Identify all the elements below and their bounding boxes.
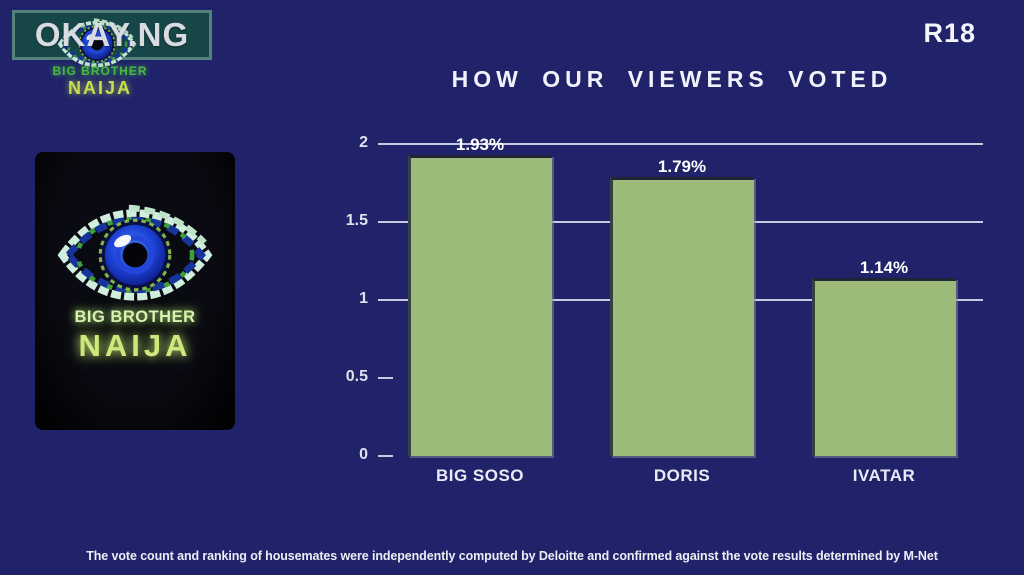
big-brother-naija-logo-card: BIG BROTHER NAIJA bbox=[35, 152, 235, 430]
watermark-naija-label: NAIJA bbox=[67, 78, 132, 98]
x-axis-label: BIG SOSO bbox=[435, 466, 525, 485]
bar-value-label: 1.14% bbox=[859, 258, 909, 278]
y-axis-tick bbox=[378, 455, 393, 457]
chart-title: HOW OUR VIEWERS VOTED bbox=[451, 66, 893, 92]
okay-ng-watermark: OKAY.NG BIG BROTHER NAIJA bbox=[0, 0, 250, 110]
bar-big-soso bbox=[408, 154, 552, 456]
y-axis-tick-label: 0.5 bbox=[345, 368, 368, 385]
y-axis-tick-label: 1.5 bbox=[345, 212, 368, 229]
logo-big-brother-label: BIG BROTHER bbox=[74, 308, 196, 326]
bar-value-label: 1.79% bbox=[657, 156, 707, 176]
rating-badge: R18 bbox=[923, 18, 976, 48]
bar-ivatar bbox=[812, 278, 956, 456]
vote-disclaimer: The vote count and ranking of housemates… bbox=[86, 549, 938, 563]
bar-value-label: 1.93% bbox=[455, 134, 505, 154]
y-axis-tick-label: 2 bbox=[359, 134, 368, 151]
watermark-big-brother-label: BIG BROTHER bbox=[52, 64, 148, 78]
y-axis-tick-label: 1 bbox=[359, 290, 368, 307]
bar-doris bbox=[610, 176, 754, 456]
y-axis-tick bbox=[378, 377, 393, 379]
x-axis-label: IVATAR bbox=[852, 466, 916, 485]
logo-naija-label: NAIJA bbox=[78, 328, 192, 363]
y-axis-tick-label: 0 bbox=[359, 446, 368, 463]
x-axis-label: DORIS bbox=[653, 466, 711, 485]
gridline bbox=[378, 143, 983, 145]
okay-ng-badge-label: OKAY.NG bbox=[34, 16, 190, 53]
